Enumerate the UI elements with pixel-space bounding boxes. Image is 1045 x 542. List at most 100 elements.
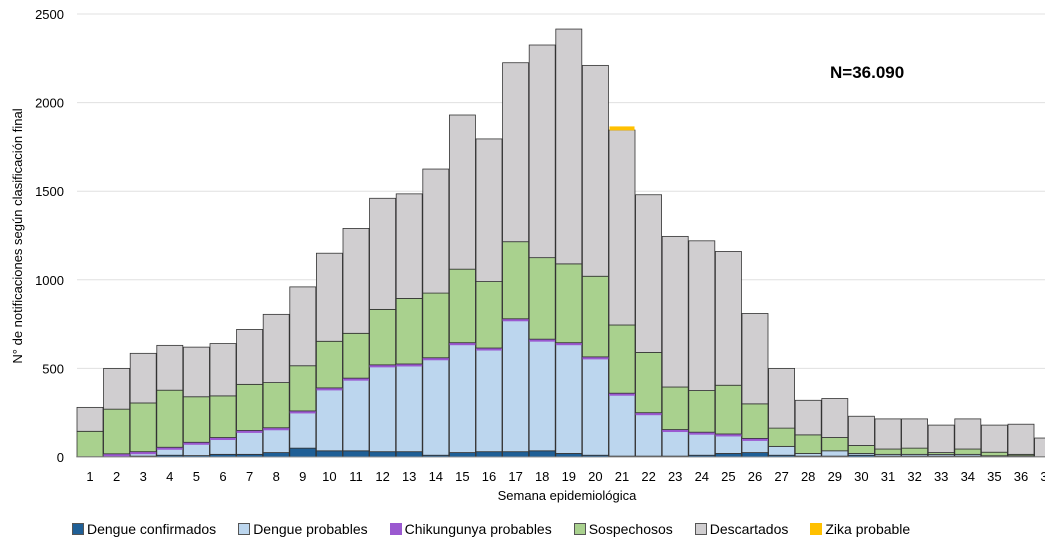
legend-swatch [72, 523, 84, 535]
y-tick-label: 1500 [35, 184, 64, 199]
bar-segment-chikungunya [529, 339, 556, 342]
bar-segment [342, 332, 370, 379]
bar-segment [582, 275, 609, 358]
x-tick-label: 3 [140, 469, 147, 484]
bar-segment [209, 343, 237, 397]
bars [76, 28, 1045, 458]
bar-segment-chikungunya [502, 318, 529, 322]
bar-segment [555, 343, 583, 454]
bar-segment [262, 313, 290, 383]
x-tick-label: 12 [375, 469, 389, 484]
y-tick-label: 500 [42, 361, 64, 376]
bar-segment [848, 445, 875, 454]
bar-segment [315, 450, 343, 458]
x-tick-label: 33 [934, 469, 948, 484]
bar-segment [661, 430, 689, 457]
bar-segment-chikungunya [742, 438, 768, 441]
x-tick-label: 15 [455, 469, 469, 484]
bar-segment [395, 298, 423, 365]
bar-segment [555, 263, 583, 344]
x-tick-label: 10 [322, 469, 336, 484]
x-tick-label: 30 [854, 469, 868, 484]
bar-segment [768, 367, 795, 429]
bar-segment [502, 241, 530, 320]
bar-segment [182, 396, 210, 443]
bar-segment-chikungunya [130, 451, 157, 455]
bar-segment [741, 403, 769, 439]
legend-swatch [810, 523, 823, 535]
bar-segment [901, 447, 928, 455]
y-axis-title: N° de notificaciones según clasificación… [10, 108, 25, 363]
bar-segment [555, 453, 583, 458]
bar-segment-chikungunya [662, 429, 689, 433]
bar-segment [236, 383, 264, 431]
bar-segment [555, 28, 583, 265]
bar-segment [289, 411, 317, 449]
bar-segment [448, 114, 476, 270]
x-tick-label: 19 [562, 469, 576, 484]
bar-segment-chikungunya [422, 357, 449, 361]
bar-segment [448, 452, 476, 458]
bar-segment [262, 428, 290, 453]
legend-item: Sospechosos [573, 521, 673, 537]
x-tick-label: 2 [113, 469, 120, 484]
bar-segment [741, 438, 769, 453]
bar-segment [794, 434, 822, 454]
x-tick-label: 13 [402, 469, 416, 484]
bar-segment [582, 64, 609, 277]
bar-segment [528, 339, 556, 452]
bar-segment [768, 427, 795, 447]
x-tick-label: 17 [508, 469, 522, 484]
bar-segment [608, 393, 636, 457]
bar-segment-chikungunya [396, 363, 423, 367]
bar-segment [395, 364, 423, 453]
legend-label: Descartados [709, 521, 789, 537]
legend-swatch [694, 523, 707, 535]
bar-segment [715, 251, 742, 386]
bar-segment [262, 452, 290, 458]
x-tick-label: 26 [748, 469, 762, 484]
legend-item: Dengue confirmados [72, 521, 216, 537]
bar-segment [395, 193, 423, 299]
bar-segment-chikungunya [635, 412, 662, 416]
bar-segment-chikungunya [210, 437, 236, 441]
bar-segment [635, 194, 662, 353]
bar-segment [635, 352, 662, 414]
x-tick-label: 11 [349, 469, 363, 484]
bar-segment [129, 402, 157, 453]
x-tick-label: 27 [774, 469, 788, 484]
bar-segment [236, 430, 264, 455]
x-tick-label: 32 [907, 469, 921, 484]
legend-item: Zika probable [810, 521, 910, 537]
bar-segment [422, 168, 450, 294]
bar-segment [369, 451, 397, 458]
x-tick-label: 22 [641, 469, 655, 484]
legend-item: Descartados [694, 521, 789, 537]
x-tick-label: 37 [1040, 469, 1045, 484]
bar-segment [475, 348, 503, 453]
legend-swatch [389, 523, 402, 535]
x-tick-label: 23 [668, 469, 682, 484]
bar-segment [848, 415, 875, 446]
bar-segment [1034, 437, 1045, 458]
x-tick-label: 29 [828, 469, 842, 484]
x-tick-label: 1 [86, 469, 93, 484]
bar-segment [289, 365, 317, 412]
x-tick-label: 24 [695, 469, 709, 484]
bar-segment [528, 450, 556, 458]
bar-segment [635, 413, 662, 457]
x-tick-label: 9 [299, 469, 306, 484]
bar-segment [1007, 423, 1035, 455]
bar-segment-chikungunya [476, 348, 502, 351]
bar-segment-chikungunya [369, 364, 396, 368]
bar-segment [661, 235, 689, 388]
bar-segment [608, 129, 636, 326]
x-tick-label: 31 [881, 469, 895, 484]
chart-legend: Dengue confirmados Dengue probables Chikun… [72, 520, 932, 538]
legend-swatch [573, 523, 586, 535]
bar-segment [182, 346, 210, 398]
x-tick-label: 8 [273, 469, 280, 484]
bar-segment-chikungunya [103, 453, 130, 457]
